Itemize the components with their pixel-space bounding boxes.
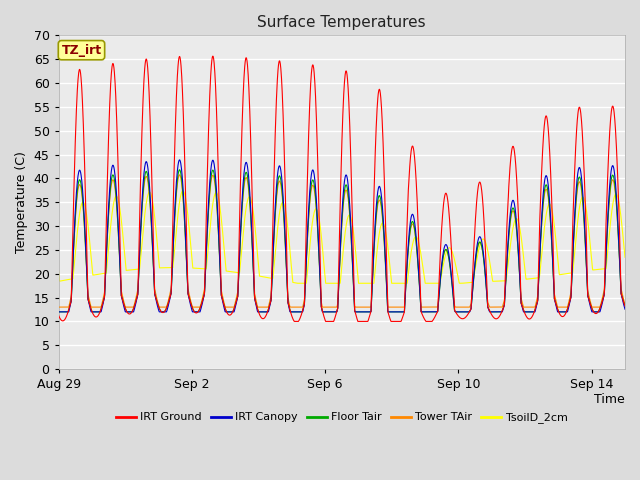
Title: Surface Temperatures: Surface Temperatures — [257, 15, 426, 30]
Legend: IRT Ground, IRT Canopy, Floor Tair, Tower TAir, TsoilD_2cm: IRT Ground, IRT Canopy, Floor Tair, Towe… — [111, 408, 572, 428]
Text: TZ_irt: TZ_irt — [61, 44, 102, 57]
X-axis label: Time: Time — [595, 393, 625, 406]
Y-axis label: Temperature (C): Temperature (C) — [15, 151, 28, 253]
